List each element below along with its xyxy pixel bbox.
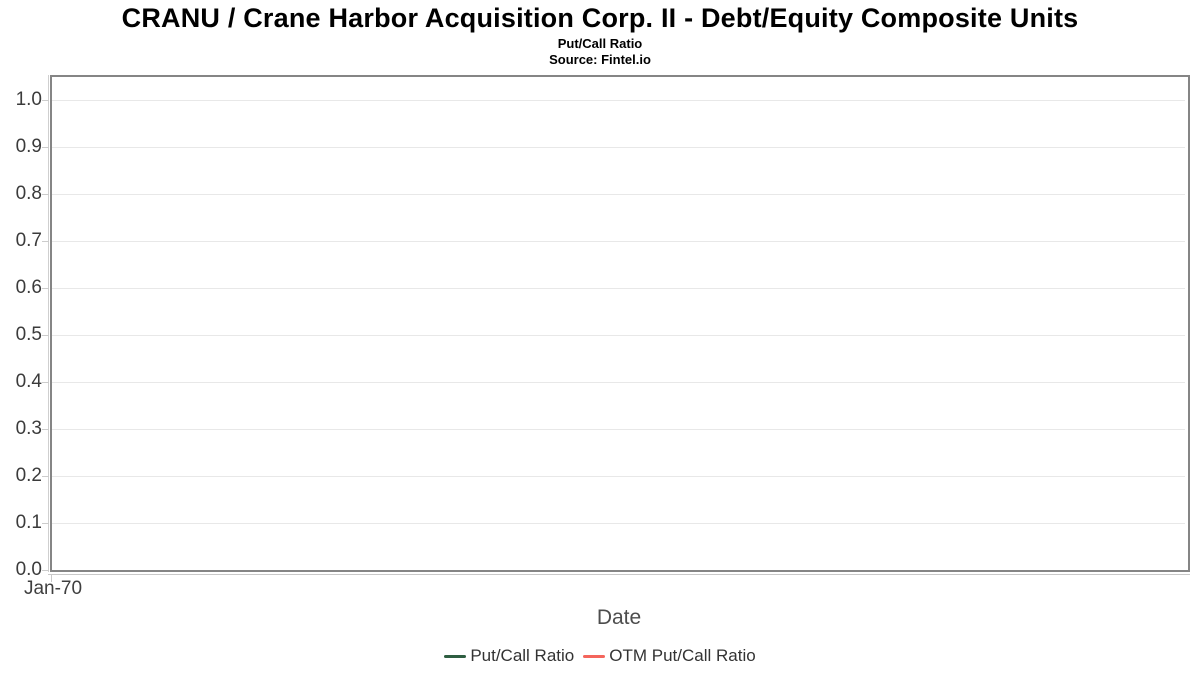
y-axis-tick-label: 0.2 — [15, 465, 42, 486]
x-axis-tick-mark — [51, 575, 52, 582]
y-gridline — [52, 241, 1185, 242]
y-gridline — [52, 194, 1185, 195]
y-axis-tick-label: 0.3 — [15, 418, 42, 439]
y-axis-tick-mark — [42, 523, 49, 524]
legend-item-put-call-ratio[interactable]: Put/Call Ratio — [444, 646, 574, 666]
plot-area — [50, 75, 1190, 572]
y-axis-tick-mark — [42, 570, 49, 571]
y-gridline — [52, 476, 1185, 477]
y-gridline — [52, 147, 1185, 148]
legend-item-otm-put-call-ratio[interactable]: OTM Put/Call Ratio — [583, 646, 756, 666]
y-axis-tick-mark — [42, 147, 49, 148]
y-axis-tick-label: 1.0 — [15, 89, 42, 110]
y-gridline — [52, 335, 1185, 336]
y-axis-tick-label: 0.5 — [15, 324, 42, 345]
x-axis-tick-label: Jan-70 — [23, 578, 83, 599]
y-axis-tick-label: 0.4 — [15, 371, 42, 392]
y-axis-tick-label: 0.0 — [15, 559, 42, 580]
y-axis-tick-mark — [42, 335, 49, 336]
y-gridline — [52, 288, 1185, 289]
legend-label-put-call-ratio: Put/Call Ratio — [470, 646, 575, 665]
legend-label-otm-put-call-ratio: OTM Put/Call Ratio — [609, 646, 756, 665]
y-axis-tick-label: 0.7 — [15, 230, 42, 251]
y-axis-tick-mark — [42, 100, 49, 101]
y-gridline — [52, 382, 1185, 383]
y-axis-tick-mark — [42, 382, 49, 383]
chart-legend: Put/Call Ratio OTM Put/Call Ratio — [0, 646, 1200, 666]
chart-subtitle: Put/Call Ratio — [557, 36, 643, 51]
y-axis-tick-label: 0.8 — [15, 183, 42, 204]
otm-put-call-ratio-line-marker — [583, 654, 606, 658]
y-gridline — [52, 429, 1185, 430]
y-axis-tick-label: 0.9 — [15, 136, 42, 157]
y-gridline — [52, 100, 1185, 101]
chart-title: CRANU / Crane Harbor Acquisition Corp. I… — [121, 3, 1079, 33]
y-axis-tick-label: 0.6 — [15, 277, 42, 298]
x-axis-line — [48, 574, 1190, 575]
y-axis-tick-mark — [42, 241, 49, 242]
chart-source-label: Source: Fintel.io — [549, 52, 651, 67]
x-axis-title: Date — [596, 606, 642, 629]
y-axis-tick-mark — [42, 288, 49, 289]
y-axis-tick-label: 0.1 — [15, 512, 42, 533]
y-axis-tick-mark — [42, 194, 49, 195]
y-axis-tick-mark — [42, 476, 49, 477]
y-axis-line — [48, 75, 49, 572]
put-call-ratio-line-marker — [444, 654, 467, 658]
y-gridline — [52, 523, 1185, 524]
y-axis-tick-mark — [42, 429, 49, 430]
